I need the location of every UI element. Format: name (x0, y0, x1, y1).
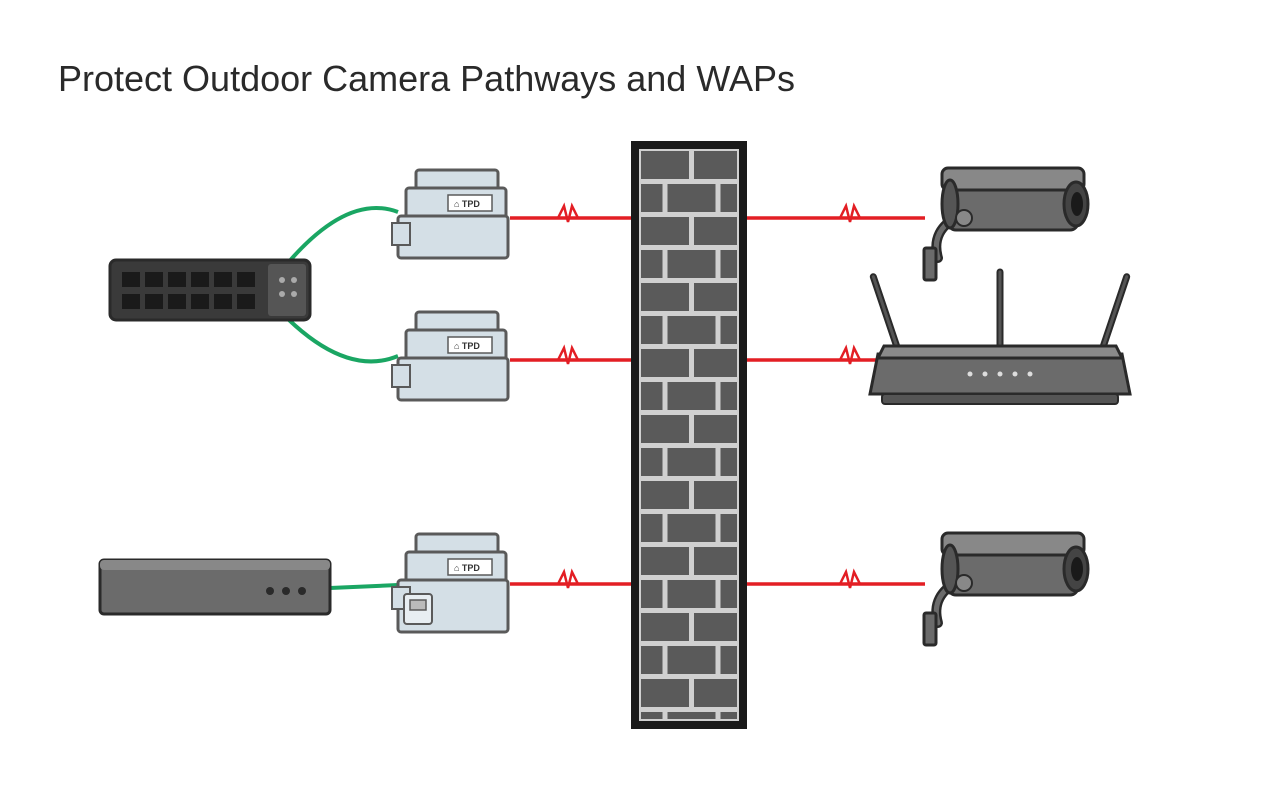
svg-text:⌂ TPD: ⌂ TPD (454, 563, 480, 573)
svg-text:⌂ TPD: ⌂ TPD (454, 341, 480, 351)
svg-text:⌂ TPD: ⌂ TPD (454, 199, 480, 209)
network-switch-icon (110, 260, 310, 320)
camera-1-icon (924, 168, 1088, 280)
surge-protector-1-icon: ⌂ TPD (392, 170, 508, 258)
network-diagram: ⌂ TPD ⌂ TPD ⌂ TPD (0, 0, 1284, 788)
surge-protector-2-icon: ⌂ TPD (392, 312, 508, 400)
camera-2-icon (924, 533, 1088, 645)
wireless-ap-icon (870, 272, 1130, 404)
surge-protector-3-icon: ⌂ TPD (392, 534, 508, 632)
wall-icon (635, 145, 743, 725)
nvr-box-icon (100, 560, 330, 614)
